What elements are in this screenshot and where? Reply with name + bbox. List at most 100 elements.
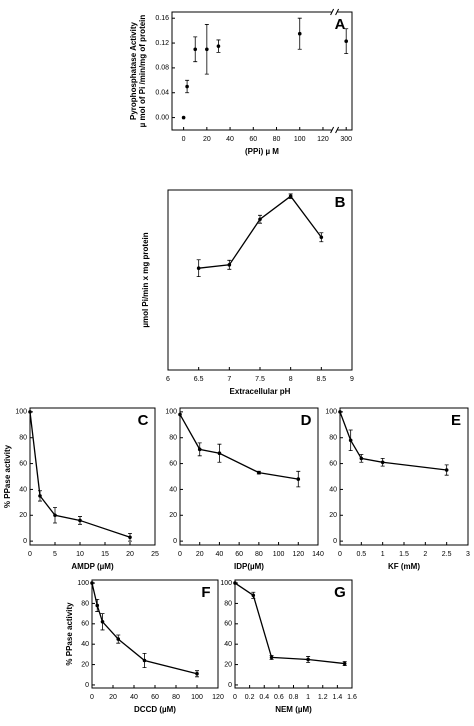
panel-letter: D [301,412,312,429]
series-line [339,411,447,471]
panel-letter: A [335,16,346,33]
x-tick-label: 80 [255,551,263,558]
y-tick-label: 80 [81,600,89,607]
axis-break-mark [335,8,340,16]
data-point [116,637,121,641]
plot-frame [91,579,219,689]
y-tick-label: 0 [173,538,177,545]
series-line [234,582,345,665]
data-point [342,661,347,666]
y-tick-label: 100 [165,409,177,416]
x-tick-label: 20 [203,136,211,143]
x-tick-label: 40 [226,136,234,143]
x-tick-label: 0 [90,694,94,701]
y-axis-label: µmol Pi/min x mg protein [141,232,150,327]
data-point [38,494,42,498]
y-tick-label: 0.00 [155,114,169,121]
y-tick-label: 40 [19,486,27,493]
x-tick-label: 10 [76,551,84,558]
panel-letter: B [335,194,346,211]
data-point [90,581,94,585]
y-tick-label: 0 [228,682,232,689]
data-point [100,619,105,624]
y-tick-label: 20 [224,661,232,668]
y-tick-label: 0 [85,682,89,689]
series-line [91,582,198,675]
x-axis-label: KF (mM) [388,562,420,571]
y-tick-label: 80 [169,435,177,442]
x-tick-label: 0 [182,136,186,143]
x-tick-label: 1 [381,551,385,558]
x-tick-label: 40 [130,694,138,701]
x-tick-label: 0.4 [259,694,269,701]
x-tick-label: 100 [294,136,306,143]
x-tick-label: 1 [306,694,310,701]
data-point [53,513,57,518]
x-tick-label: 0.6 [274,694,284,701]
data-point [233,581,237,585]
x-tick-label: 20 [196,551,204,558]
y-tick-label: 60 [169,460,177,467]
data-point [28,410,32,414]
data-point [257,470,261,475]
y-tick-label: 40 [224,641,232,648]
data-point [216,44,221,48]
panel-letter: E [451,412,461,429]
x-tick-label: 100 [191,694,203,701]
y-tick-label: 0.16 [155,15,169,22]
x-tick-label: 20 [109,694,117,701]
data-point [288,194,293,198]
data-point [185,84,189,89]
data-point [338,410,342,414]
data-point [359,456,364,461]
data-point [251,593,256,598]
x-tick-label: 5 [53,551,57,558]
x-tick-label: 15 [101,551,109,558]
y-tick-label: 100 [77,580,89,587]
y-tick-label: 60 [224,621,232,628]
x-tick-label: 80 [273,136,281,143]
x-tick-label: 100 [273,551,285,558]
data-point [205,47,209,52]
data-point [78,518,82,523]
axis-break-gap [331,128,338,132]
x-tick-label: 1.5 [399,551,409,558]
data-point [178,412,182,417]
x-axis-label: Extracellular pH [230,387,291,396]
x-tick-label: 9 [350,376,354,383]
y-tick-label: 80 [224,600,232,607]
axis-break-gap [331,10,338,14]
y-tick-label: 20 [19,512,27,519]
y-tick-label: 20 [81,661,89,668]
x-tick-label: 7.5 [255,376,265,383]
data-point [380,460,385,465]
data-point [193,47,198,52]
x-tick-label: 25 [151,551,159,558]
panel-letter: F [201,584,210,601]
x-tick-label: 7 [227,376,231,383]
plot-frame [29,407,156,546]
data-point [181,115,186,120]
data-point [319,235,324,240]
x-tick-label: 6 [166,376,170,383]
axis-break-mark [330,126,335,134]
x-axis-label: NEM (µM) [275,705,312,714]
x-axis-label: IDP(µM) [234,562,264,571]
plot-frame [179,407,319,546]
y-tick-label: 80 [19,435,27,442]
x-tick-label: 6.5 [194,376,204,383]
x-tick-label: 0 [28,551,32,558]
data-point [217,451,222,456]
data-point [197,447,202,452]
x-tick-label: 2.5 [442,551,452,558]
y-tick-label: 60 [329,460,337,467]
x-tick-label: 120 [292,551,304,558]
x-tick-label: 0 [233,694,237,701]
x-tick-label: 8 [289,376,293,383]
x-tick-label: 60 [249,136,257,143]
y-axis-label: % PPase activity [65,602,74,666]
x-tick-label: 1.4 [333,694,343,701]
data-point [95,603,100,608]
x-tick-label: 0.2 [245,694,255,701]
y-axis-label: % PPase activity [3,444,12,508]
